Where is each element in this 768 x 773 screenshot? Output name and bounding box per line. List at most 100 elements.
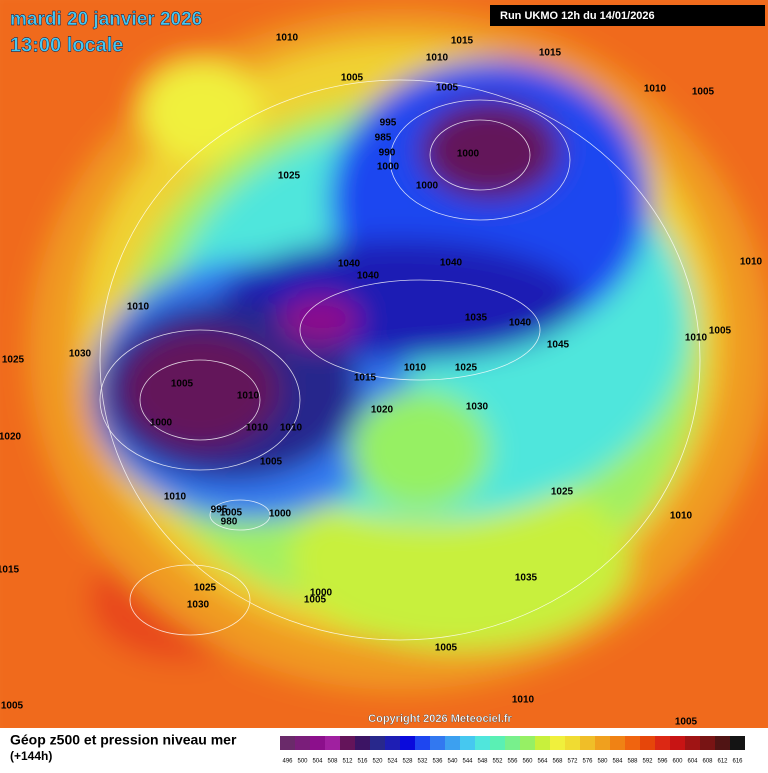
colorbar-swatch: [310, 736, 325, 750]
colorbar: 496 500 504 508 512 516 520 524 528 532 536 540 544 5…: [280, 736, 745, 765]
pressure-label: 1005: [435, 643, 458, 654]
colorbar-swatch: [325, 736, 340, 750]
colorbar-swatch: [550, 736, 565, 750]
pressure-label: 1040: [440, 258, 463, 269]
colorbar-label: 496: [282, 759, 293, 765]
colorbar-label: 596: [657, 759, 668, 765]
pressure-label: 1000: [416, 181, 439, 192]
colorbar-swatch: [520, 736, 535, 750]
colorbar-label: 520: [372, 759, 383, 765]
colorbar-label: 604: [687, 759, 698, 765]
pressure-label: 1010: [404, 363, 427, 374]
pressure-label: 1005: [171, 379, 194, 390]
pressure-label: 1020: [0, 432, 22, 443]
pressure-label: 1000: [269, 509, 292, 520]
colorbar-swatch: [535, 736, 550, 750]
colorbar-label: 524: [387, 759, 398, 765]
colorbar-swatch: [640, 736, 655, 750]
pressure-label: 1000: [457, 149, 480, 160]
colorbar-swatch: [445, 736, 460, 750]
colorbar-swatch: [490, 736, 505, 750]
pressure-label: 1010: [237, 391, 260, 402]
colorbar-label: 528: [402, 759, 413, 765]
pressure-label: 990: [379, 148, 396, 159]
pressure-label: 1010: [280, 423, 303, 434]
pressure-label: 1010: [740, 257, 763, 268]
pressure-label: 1005: [692, 87, 715, 98]
isobars: [99, 79, 701, 641]
lead-time: (+144h): [10, 749, 52, 763]
pressure-label: 1000: [377, 162, 400, 173]
colorbar-label: 576: [582, 759, 593, 765]
colorbar-label: 556: [507, 759, 518, 765]
colorbar-swatch: [565, 736, 580, 750]
colorbar-swatch: [355, 736, 370, 750]
colorbar-swatch: [475, 736, 490, 750]
colorbar-swatch: [400, 736, 415, 750]
colorbar-swatch: [655, 736, 670, 750]
pressure-label: 1010: [670, 511, 693, 522]
colorbar-swatch: [295, 736, 310, 750]
colorbar-swatch: [700, 736, 715, 750]
pressure-label: 1000: [310, 588, 333, 599]
pressure-label: 1035: [465, 313, 488, 324]
pressure-label: 1005: [709, 326, 732, 337]
colorbar-swatch: [430, 736, 445, 750]
pressure-label: 1015: [451, 36, 474, 47]
pressure-label: 1010: [127, 302, 150, 313]
date: mardi 20 janvier 2026: [10, 9, 202, 30]
colorbar-label: 592: [642, 759, 653, 765]
pressure-label: 1010: [512, 695, 535, 706]
pressure-label: 1010: [276, 33, 299, 44]
pressure-label: 1040: [509, 318, 532, 329]
colorbar-label: 500: [297, 759, 308, 765]
colorbar-label: 516: [357, 759, 368, 765]
pressure-label: 1005: [341, 73, 364, 84]
pressure-label: 1005: [220, 508, 243, 519]
pressure-label: 1010: [246, 423, 269, 434]
pressure-label: 1005: [260, 457, 283, 468]
pressure-label: 1040: [357, 271, 380, 282]
colorbar-label: 504: [312, 759, 323, 765]
pressure-label: 1015: [0, 565, 20, 576]
pressure-label: 1025: [194, 583, 217, 594]
colorbar-label: 544: [462, 759, 473, 765]
colorbar-label: 584: [612, 759, 623, 765]
pressure-label: 1030: [466, 402, 489, 413]
colorbar-swatch: [685, 736, 700, 750]
pressure-label: 1010: [644, 84, 667, 95]
colorbar-label: 564: [537, 759, 548, 765]
colorbar-swatch: [580, 736, 595, 750]
colorbar-label: 612: [717, 759, 728, 765]
colorbar-label: 508: [327, 759, 338, 765]
run-box: [490, 5, 765, 26]
colorbar-swatch: [595, 736, 610, 750]
pressure-label: 1030: [187, 600, 210, 611]
colorbar-swatch: [730, 736, 745, 750]
pressure-label: 1025: [551, 487, 574, 498]
colorbar-swatch: [625, 736, 640, 750]
pressure-label: 995: [380, 118, 397, 129]
time: 13:00 locale: [10, 34, 123, 56]
colorbar-label: 540: [447, 759, 458, 765]
pressure-label: 1025: [455, 363, 478, 374]
colorbar-swatch: [385, 736, 400, 750]
colorbar-swatch: [415, 736, 430, 750]
pressure-label: 1005: [1, 701, 24, 712]
colorbar-swatch: [505, 736, 520, 750]
pressure-label: 1010: [164, 492, 187, 503]
copyright: Copyright 2026 Meteociel.fr: [368, 713, 512, 725]
colorbar-swatch: [670, 736, 685, 750]
pressure-label: 1035: [515, 573, 538, 584]
colorbar-label: 588: [627, 759, 638, 765]
colorbar-label: 608: [702, 759, 713, 765]
pressure-label: 1005: [304, 595, 327, 606]
colorbar-swatch: [715, 736, 730, 750]
legend-title: Géop z500 et pression niveau mer: [10, 732, 237, 748]
colorbar-label: 616: [732, 759, 743, 765]
pressure-label: 1025: [278, 171, 301, 182]
pressure-label: 1040: [338, 259, 361, 270]
pressure-label: 1010: [426, 53, 449, 64]
